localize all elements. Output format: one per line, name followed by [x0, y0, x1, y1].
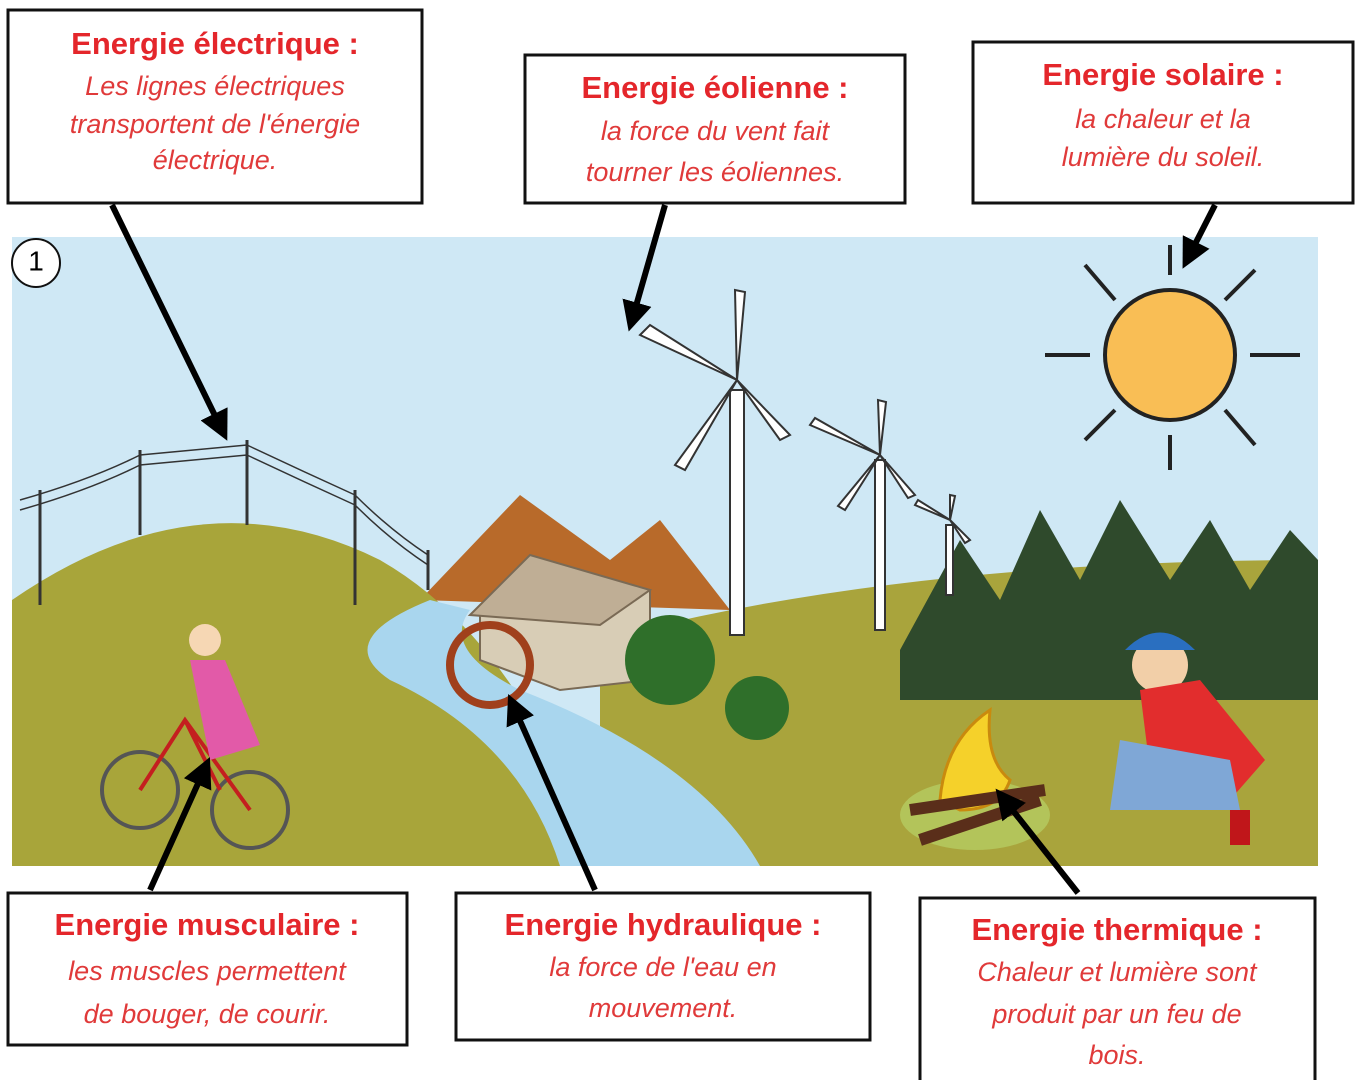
box-line: les muscles permettent: [68, 956, 347, 986]
scene-marker: 1: [28, 245, 44, 276]
box-musculaire: Energie musculaire : les muscles permett…: [6, 891, 409, 1047]
box-title: Energie musculaire :: [55, 907, 360, 942]
box-title: Energie thermique :: [971, 912, 1262, 947]
box-line: la chaleur et la: [1075, 104, 1251, 134]
scene: [12, 237, 1318, 866]
box-line: mouvement.: [589, 993, 738, 1023]
box-solaire: Energie solaire : la chaleur et la lumiè…: [971, 40, 1355, 205]
box-line: de bouger, de courir.: [84, 999, 331, 1029]
box-title: Energie solaire :: [1042, 57, 1283, 92]
box-line: la force du vent fait: [601, 116, 831, 146]
box-line: produit par un feu de: [991, 999, 1241, 1029]
box-electrique: Energie électrique : Les lignes électriq…: [6, 8, 424, 205]
box-line: transportent de l'énergie: [70, 109, 360, 139]
box-line: lumière du soleil.: [1062, 142, 1265, 172]
box-thermique: Energie thermique : Chaleur et lumière s…: [918, 896, 1317, 1080]
box-title: Energie éolienne :: [581, 70, 848, 105]
scene-marker-circle: [11, 238, 61, 288]
box-eolienne: Energie éolienne : la force du vent fait…: [523, 53, 907, 205]
box-line: électrique.: [153, 145, 278, 175]
box-title: Energie hydraulique :: [505, 907, 822, 942]
box-line: Chaleur et lumière sont: [977, 957, 1258, 987]
box-line: bois.: [1088, 1040, 1145, 1070]
box-line: tourner les éoliennes.: [586, 157, 844, 187]
arrows: [109, 203, 1218, 895]
box-hydraulique: Energie hydraulique : la force de l'eau …: [454, 891, 872, 1042]
box-line: la force de l'eau en: [549, 952, 776, 982]
box-title: Energie électrique :: [71, 26, 359, 61]
box-line: Les lignes électriques: [85, 71, 345, 101]
